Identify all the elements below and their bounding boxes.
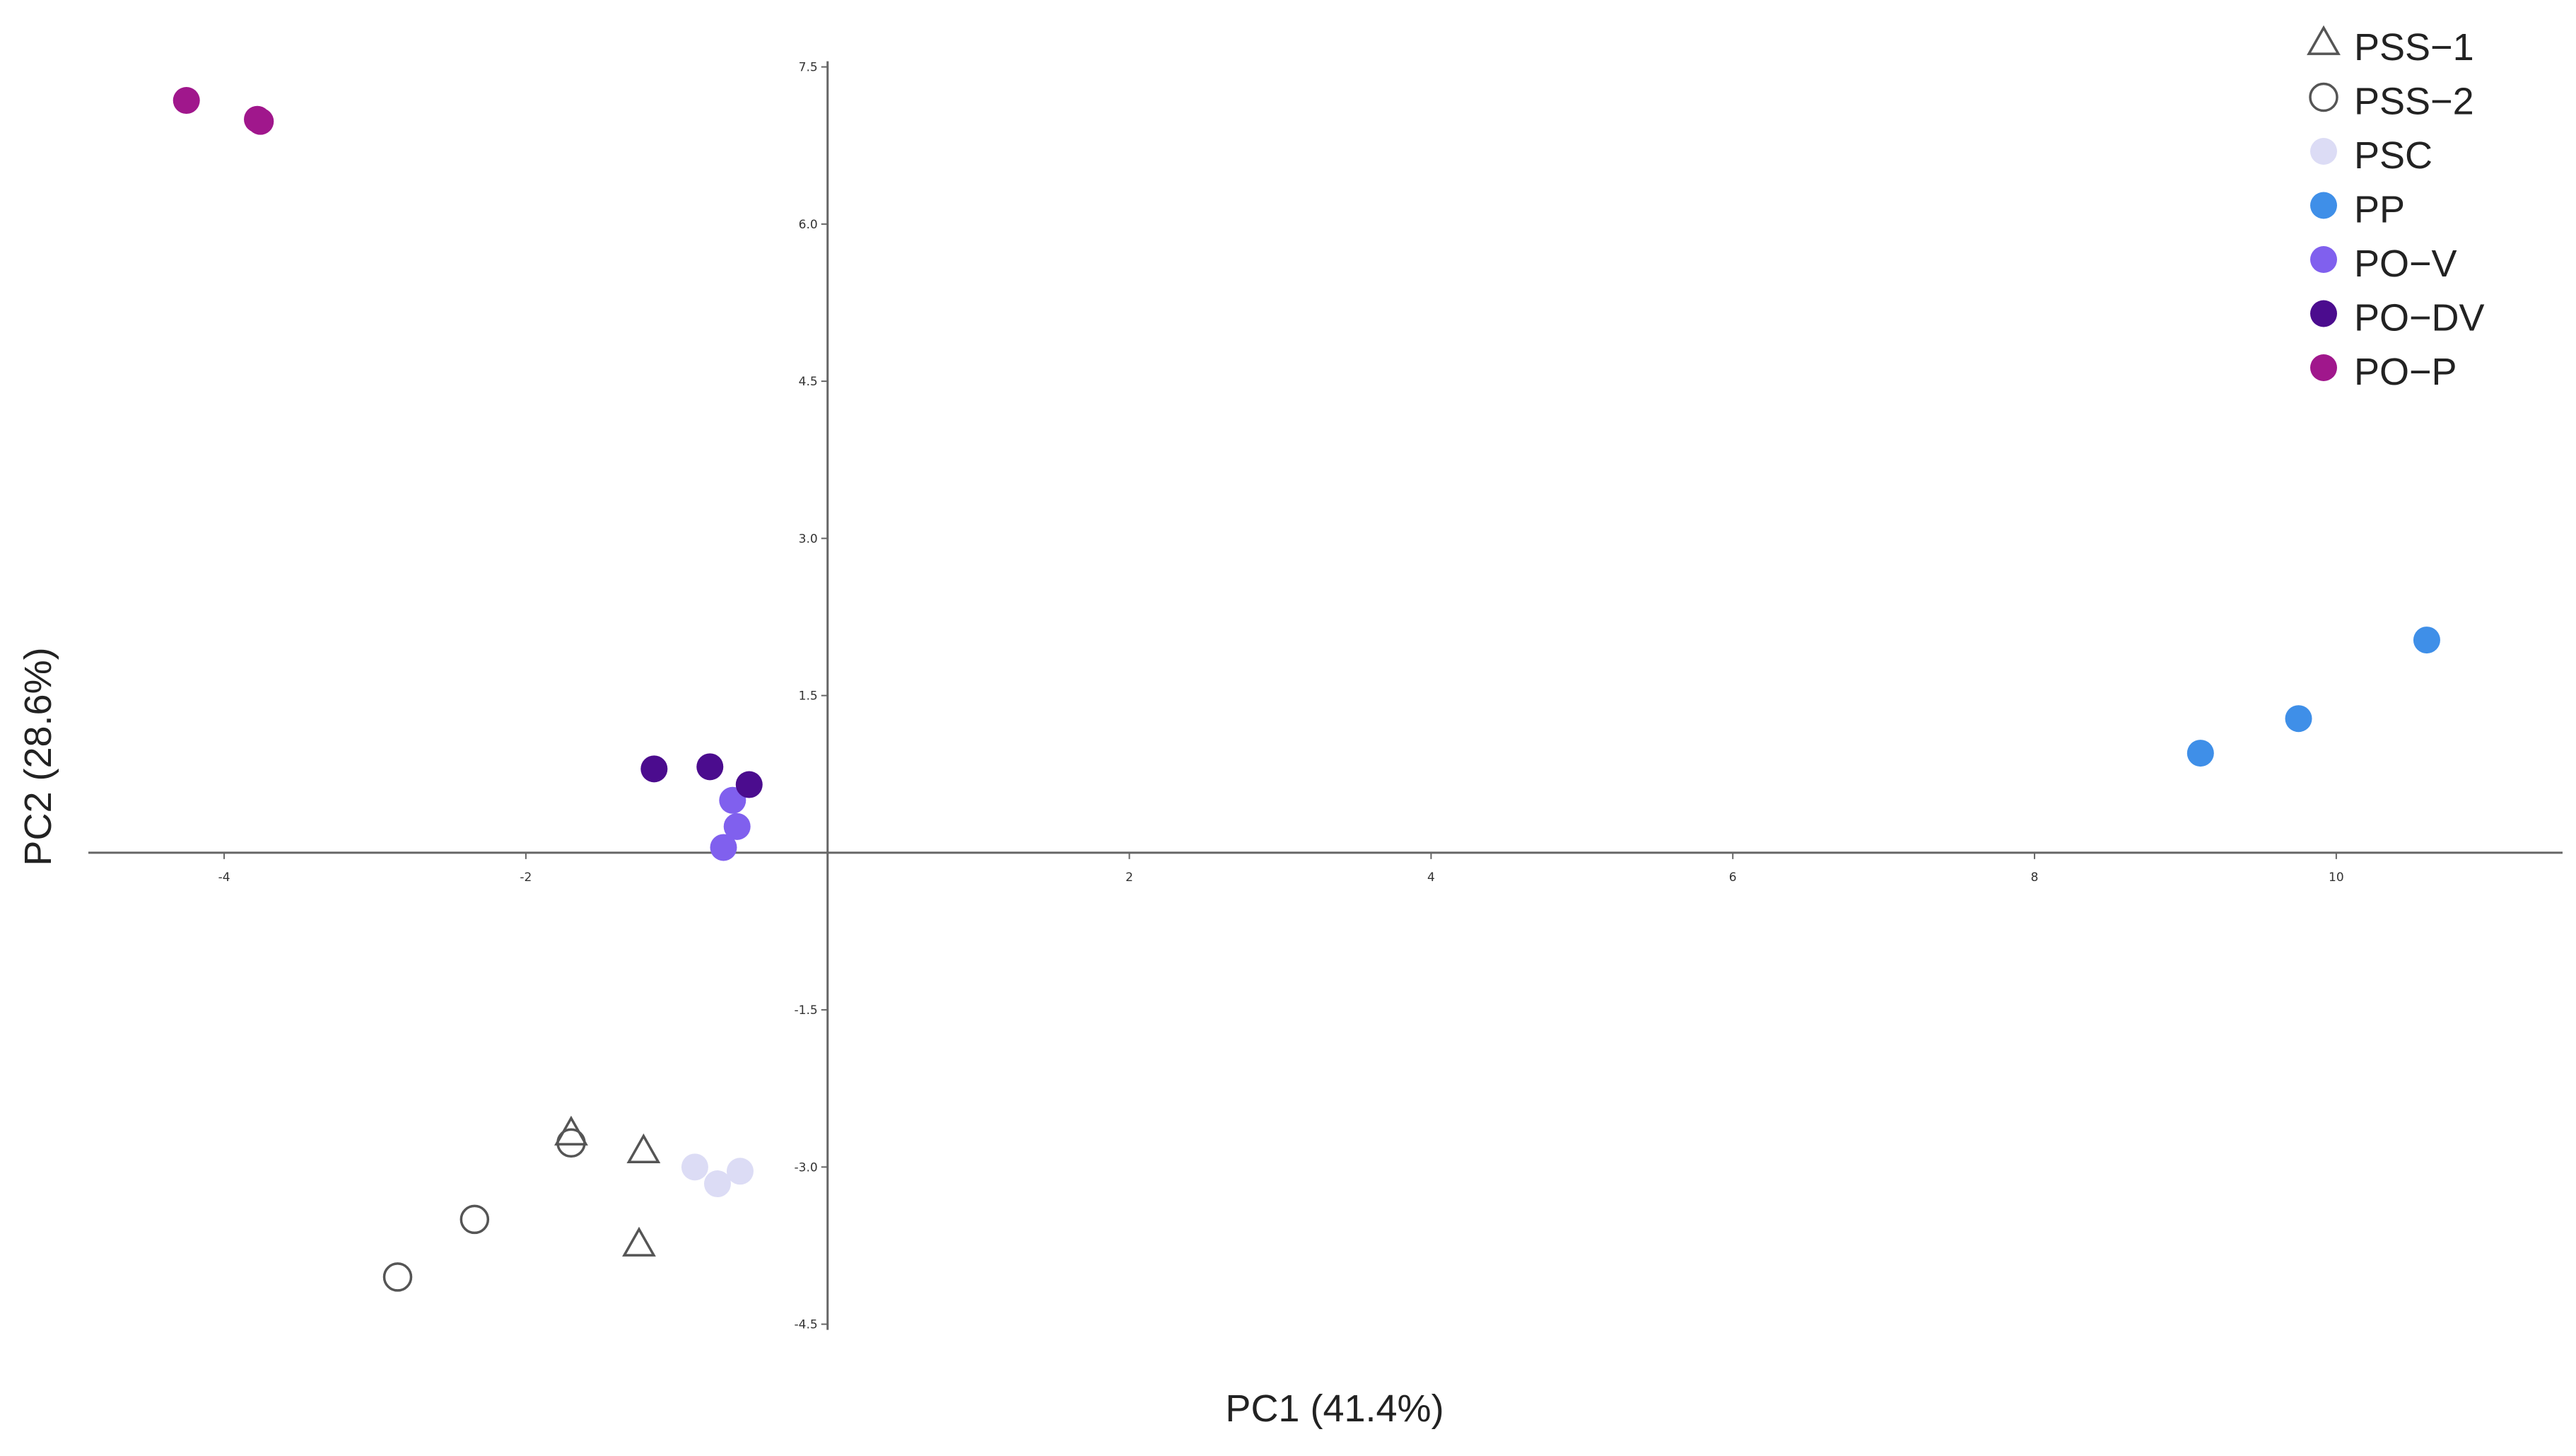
legend-marker [2310,300,2337,327]
data-point [723,813,751,840]
legend-label: PP [2354,189,2405,231]
legend-item: PO−V [2310,243,2457,285]
legend-item: PSS−2 [2309,81,2474,123]
legend-item: PO−DV [2310,297,2485,339]
legend-label: PSS−2 [2354,81,2474,123]
data-point [726,1158,754,1185]
legend-label: PSS−1 [2354,26,2474,69]
y-tick-label: -3.0 [795,1160,818,1175]
y-tick-label: -4.5 [795,1318,818,1332]
data-point [622,1226,656,1257]
series-group [382,1128,586,1292]
axes: -4 -2 2 4 6 8 10 7.5 6.0 4.5 3.0 1.5 -1.5 -3.0 -4.5 [88,61,2563,1332]
data-point [681,1153,708,1181]
series-group [2186,627,2440,767]
data-point [459,1204,490,1235]
y-tick-label: 4.5 [799,375,818,389]
data-point [703,1170,731,1198]
series-group [681,1153,754,1198]
data-point [696,753,724,781]
x-tick-label: -4 [218,870,230,885]
legend-label: PO−DV [2354,297,2485,339]
data-point [2186,740,2214,767]
x-tick-label: 8 [2031,870,2039,885]
y-tick-label: 7.5 [799,61,818,75]
legend-marker [2309,82,2338,112]
x-tick-label: 6 [1729,870,1737,885]
legend-marker [2307,25,2341,55]
series-group [640,753,763,798]
y-tick-label: 3.0 [799,532,818,546]
data-point [382,1262,413,1292]
data-point [172,87,200,115]
data-point [556,1128,586,1158]
legend-label: PO−P [2354,351,2457,393]
data-point [626,1133,661,1164]
legend-marker [2310,138,2337,165]
legend-marker [2310,246,2337,273]
legend-item: PSS−1 [2307,25,2474,69]
legend: PSS−1 PSS−2 PSC PP PO−V PO−DV PO−P [2307,25,2485,393]
legend-item: PP [2310,189,2405,231]
x-tick-label: 10 [2329,870,2344,885]
data-points [172,87,2440,1292]
legend-label: PO−V [2354,243,2457,285]
series-group [172,87,274,135]
data-point [554,1115,588,1146]
series-group [554,1115,661,1257]
x-tick-label: 4 [1427,870,1435,885]
x-tick-label: 2 [1125,870,1133,885]
y-tick-label: -1.5 [795,1003,818,1018]
x-tick-label: -2 [520,870,532,885]
data-point [640,755,668,783]
legend-marker [2310,192,2337,219]
data-point [2285,705,2312,733]
legend-item: PO−P [2310,351,2457,393]
data-point [247,107,274,135]
y-tick-label: 1.5 [799,689,818,704]
series-group [710,786,751,861]
x-axis-title: PC1 (41.4%) [1225,1387,1444,1430]
data-point [710,834,737,861]
legend-item: PSC [2310,134,2432,177]
legend-label: PSC [2354,134,2432,177]
y-tick-label: 6.0 [799,218,818,232]
y-axis-title: PC2 (28.6%) [17,647,59,866]
data-point [2413,627,2440,654]
data-point [735,771,763,798]
legend-marker [2310,354,2337,381]
